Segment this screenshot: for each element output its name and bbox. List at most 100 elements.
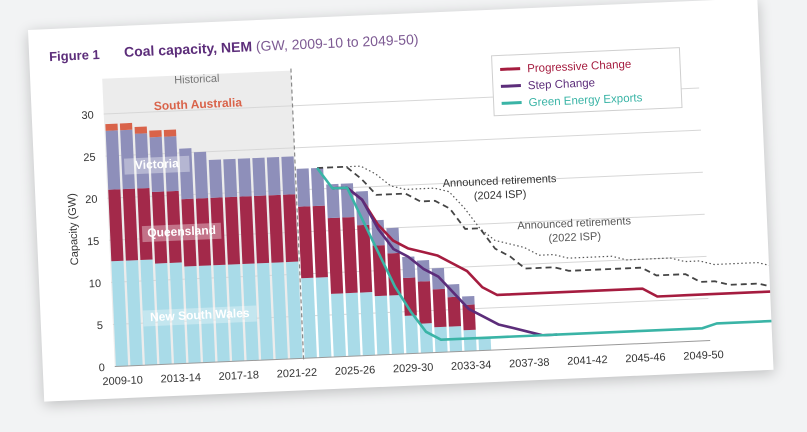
bar-queensland xyxy=(283,194,299,263)
legend-swatch xyxy=(500,67,521,71)
x-tick-label: 2033-34 xyxy=(451,359,492,373)
bar-queensland xyxy=(195,198,212,266)
bar-new-south-wales xyxy=(419,323,434,354)
region-label-south-australia: South Australia xyxy=(154,95,243,113)
bar-new-south-wales xyxy=(169,262,187,364)
bar-queensland xyxy=(417,281,432,324)
bar-queensland xyxy=(342,216,358,294)
retirement-annotation: (2022 ISP) xyxy=(548,231,601,245)
bar-victoria xyxy=(462,296,475,305)
bar-new-south-wales xyxy=(331,293,346,357)
bar-south-australia xyxy=(105,123,118,131)
bar-victoria xyxy=(193,151,209,199)
retirement-annotation: Announced retirements xyxy=(517,215,632,232)
bar-victoria xyxy=(281,156,296,195)
bar-victoria xyxy=(310,167,325,207)
coal-capacity-chart: Historical South Australia Victoria Queensl… xyxy=(66,47,774,388)
y-tick-label: 10 xyxy=(89,278,102,291)
bar-queensland xyxy=(122,188,139,261)
bar-new-south-wales xyxy=(155,263,172,365)
bar-new-south-wales xyxy=(478,337,492,351)
x-tick-label: 2025-26 xyxy=(335,364,376,378)
y-tick-label: 0 xyxy=(98,362,105,374)
bar-new-south-wales xyxy=(242,263,259,361)
legend-label: Green Energy Exports xyxy=(528,92,642,109)
bar-new-south-wales xyxy=(213,264,230,363)
bar-new-south-wales xyxy=(360,292,376,356)
legend-label: Progressive Change xyxy=(527,59,632,76)
bar-victoria xyxy=(355,191,370,226)
x-tick-label: 2049-50 xyxy=(683,349,724,363)
x-tick-label: 2041-42 xyxy=(567,354,608,368)
bar-new-south-wales xyxy=(125,260,143,366)
region-label-bg xyxy=(123,155,190,175)
legend-box xyxy=(491,47,683,117)
x-tick-label: 2017-18 xyxy=(218,369,259,383)
bar-queensland xyxy=(447,296,462,327)
bar-queensland xyxy=(357,224,373,293)
historical-divider xyxy=(290,68,305,363)
bar-queensland xyxy=(137,187,153,261)
figure-card: Figure 1 Coal capacity, NEM (GW, 2009-10… xyxy=(28,0,774,402)
bar-queensland xyxy=(372,245,387,297)
y-tick-label: 15 xyxy=(87,236,100,249)
bar-new-south-wales xyxy=(404,315,419,354)
x-tick-label: 2045-46 xyxy=(625,352,666,366)
bar-queensland xyxy=(268,194,284,263)
bar-victoria xyxy=(179,148,194,200)
bar-victoria xyxy=(266,156,281,196)
bar-new-south-wales xyxy=(301,277,317,359)
bar-new-south-wales xyxy=(271,262,288,360)
legend-swatch xyxy=(501,101,522,105)
bar-new-south-wales xyxy=(198,265,216,363)
bar-new-south-wales xyxy=(389,294,405,355)
y-axis-title: Capacity (GW) xyxy=(66,193,81,266)
bar-queensland xyxy=(108,189,124,262)
x-tick-label: 2021-22 xyxy=(277,367,318,381)
bar-new-south-wales xyxy=(111,260,129,367)
bar-new-south-wales xyxy=(345,292,361,357)
bar-queensland xyxy=(432,288,447,328)
y-tick-label: 25 xyxy=(83,152,96,165)
bar-south-australia xyxy=(134,126,148,134)
region-label-bg xyxy=(142,305,257,327)
bar-victoria xyxy=(402,256,416,279)
bar-new-south-wales xyxy=(374,295,390,356)
bar-queensland xyxy=(151,191,168,264)
series-line-progressive-change xyxy=(332,186,774,298)
bar-new-south-wales xyxy=(227,264,245,362)
y-tick-label: 5 xyxy=(97,320,104,332)
bar-queensland xyxy=(387,252,402,296)
bar-victoria xyxy=(223,158,238,198)
x-tick-label: 2029-30 xyxy=(393,362,434,376)
bar-queensland xyxy=(253,195,270,264)
bar-queensland xyxy=(312,205,328,278)
bar-queensland xyxy=(210,197,226,266)
bar-queensland xyxy=(166,190,182,263)
bar-queensland xyxy=(298,206,314,279)
bar-new-south-wales xyxy=(140,259,158,366)
region-label-bg xyxy=(141,222,222,243)
bar-victoria xyxy=(252,157,267,197)
x-axis-line xyxy=(114,340,711,368)
bar-victoria xyxy=(164,136,179,192)
bar-south-australia xyxy=(163,129,177,137)
region-label-new-south-wales: New South Wales xyxy=(150,306,250,324)
bar-new-south-wales xyxy=(285,261,303,359)
y-tick-label: 20 xyxy=(85,194,98,207)
bar-queensland xyxy=(239,196,255,264)
bar-queensland xyxy=(224,196,241,265)
bar-queensland xyxy=(327,217,344,294)
bar-victoria xyxy=(431,267,445,290)
region-label-victoria: Victoria xyxy=(135,156,180,172)
legend-swatch xyxy=(500,84,521,88)
bar-new-south-wales xyxy=(463,329,477,352)
bar-victoria xyxy=(134,133,150,189)
bar-south-australia xyxy=(119,122,133,131)
bar-victoria xyxy=(371,219,385,246)
x-tick-label: 2037-38 xyxy=(509,357,550,371)
bar-victoria xyxy=(208,159,223,198)
bar-south-australia xyxy=(149,130,162,138)
x-tick-label: 2013-14 xyxy=(160,372,201,386)
